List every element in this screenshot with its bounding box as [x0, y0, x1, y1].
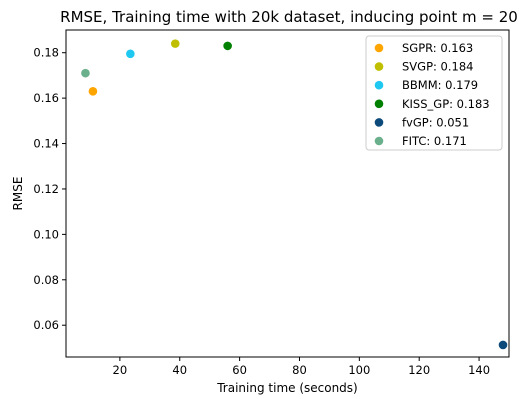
y-tick-label: 0.14: [33, 137, 59, 151]
x-tick-label: 140: [468, 363, 490, 377]
legend: SGPR: 0.163 SVGP: 0.184 BBMM: 0.179 KISS_GP…: [365, 35, 503, 151]
x-tick-label: 120: [408, 363, 430, 377]
data-point: [126, 49, 135, 59]
chart-title: RMSE, Training time with 20k dataset, in…: [60, 8, 518, 26]
legend-marker: [374, 136, 384, 146]
legend-label: SGPR: 0.163: [402, 41, 473, 55]
data-point: [498, 340, 508, 350]
x-tick-label: 40: [172, 363, 187, 377]
legend-marker: [374, 80, 384, 90]
legend-marker: [374, 62, 384, 71]
legend-marker: [374, 99, 384, 109]
legend-label: SVGP: 0.184: [402, 60, 473, 74]
y-axis-label: RMSE: [11, 177, 25, 211]
legend-label: KISS_GP: 0.183: [402, 97, 490, 111]
y-tick-label: 0.16: [33, 91, 59, 105]
data-point: [223, 41, 232, 51]
data-point: [81, 68, 90, 78]
y-tick-label: 0.18: [33, 46, 59, 60]
legend-marker: [374, 118, 384, 127]
plot-area: [65, 29, 510, 358]
y-axis: 0.06 0.08 0.10 0.12 0.14 0.16 0.18: [33, 46, 66, 332]
y-tick-label: 0.10: [33, 227, 59, 241]
legend-label: BBMM: 0.179: [402, 78, 478, 92]
y-tick-label: 0.06: [33, 318, 59, 332]
x-tick-label: 60: [232, 363, 247, 377]
data-point: [170, 39, 180, 48]
x-tick-label: 100: [348, 363, 370, 377]
x-axis: 20 40 60 80 100 120 140: [113, 357, 490, 377]
legend-label: FITC: 0.171: [402, 134, 467, 148]
legend-items: SGPR: 0.163 SVGP: 0.184 BBMM: 0.179 KISS_GP…: [374, 41, 490, 148]
y-tick-label: 0.12: [33, 182, 59, 196]
legend-box: [365, 35, 503, 151]
x-tick-label: 80: [292, 363, 307, 377]
legend-label: fvGP: 0.051: [402, 115, 469, 129]
legend-marker: [374, 43, 384, 53]
x-axis-label: Training time (seconds): [216, 381, 358, 395]
y-tick-label: 0.08: [33, 273, 59, 287]
data-point: [88, 87, 98, 96]
x-tick-label: 20: [113, 363, 128, 377]
data-points: [81, 39, 508, 350]
